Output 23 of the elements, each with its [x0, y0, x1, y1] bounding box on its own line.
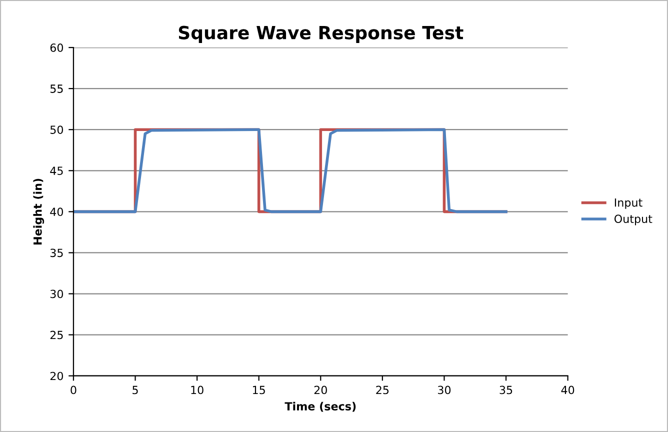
y-tick-label: 55 [50, 84, 63, 93]
x-tick-label: 15 [253, 386, 265, 394]
y-tick-label: 20 [50, 372, 64, 380]
y-tick-label: 60 [50, 43, 64, 52]
x-tick-label: 35 [500, 386, 512, 394]
x-tick-label: 10 [191, 386, 204, 394]
y-tick-label: 25 [50, 330, 63, 340]
x-tick-label: 25 [376, 386, 389, 394]
y-tick-label: 40 [50, 208, 64, 216]
x-tick-label: 0 [70, 386, 76, 394]
x-tick-label: 5 [132, 386, 138, 394]
x-tick-label: 30 [438, 386, 451, 394]
x-axis-title: Time (secs) [284, 402, 356, 412]
y-tick-label: 50 [50, 126, 64, 134]
x-tick-label: 40 [561, 386, 574, 394]
y-tick-label: 35 [50, 248, 63, 258]
y-axis-title: Height (in) [33, 178, 44, 244]
y-tick-label: 45 [50, 166, 63, 176]
legend-label: Output [614, 214, 652, 226]
x-tick-label: 20 [314, 386, 327, 394]
y-tick-label: 30 [50, 290, 64, 298]
legend-label: Input [614, 198, 642, 209]
chart-title: Square Wave Response Test [178, 26, 464, 43]
